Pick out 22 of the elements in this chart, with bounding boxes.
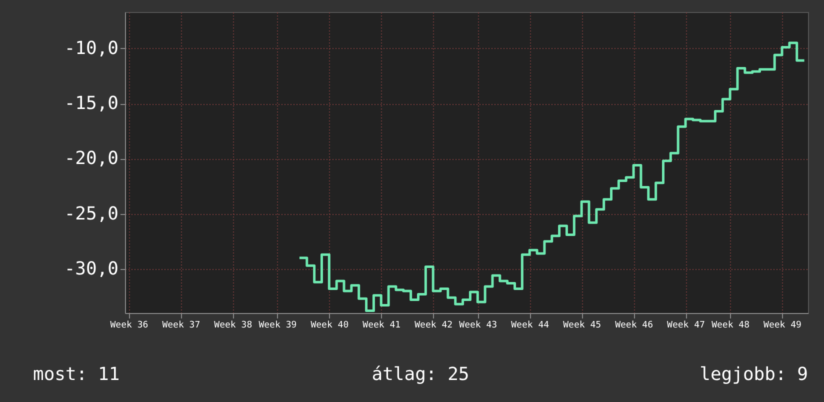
x-tick-label: Week 39 xyxy=(258,320,297,330)
text: legjobb: 9 xyxy=(700,364,808,385)
x-tick-label: Week 46 xyxy=(615,320,654,330)
text: átlag: 25 xyxy=(372,364,470,385)
x-tick-label: Week 38 xyxy=(214,320,252,330)
y-tick-label: -20,0 xyxy=(64,148,118,170)
x-tick-label: Week 36 xyxy=(110,320,148,330)
x-tick-label: Week 40 xyxy=(310,320,349,330)
y-tick-label: -15,0 xyxy=(64,93,118,114)
x-tick-label: Week 47 xyxy=(667,320,705,330)
y-tick-label: -25,0 xyxy=(64,203,118,224)
x-tick-label: Week 45 xyxy=(563,320,602,330)
x-tick-label: Week 37 xyxy=(162,320,200,330)
x-tick-label: Week 41 xyxy=(362,320,401,330)
y-tick-label: -10,0 xyxy=(64,38,118,59)
x-tick-label: Week 49 xyxy=(764,320,802,330)
text: most: 11 xyxy=(33,364,120,385)
x-tick-label: Week 48 xyxy=(712,320,750,330)
x-tick-label: Week 43 xyxy=(459,320,498,330)
x-tick-label: Week 44 xyxy=(511,320,550,330)
x-tick-label: Week 42 xyxy=(414,320,453,330)
y-tick-label: -30,0 xyxy=(64,258,118,280)
